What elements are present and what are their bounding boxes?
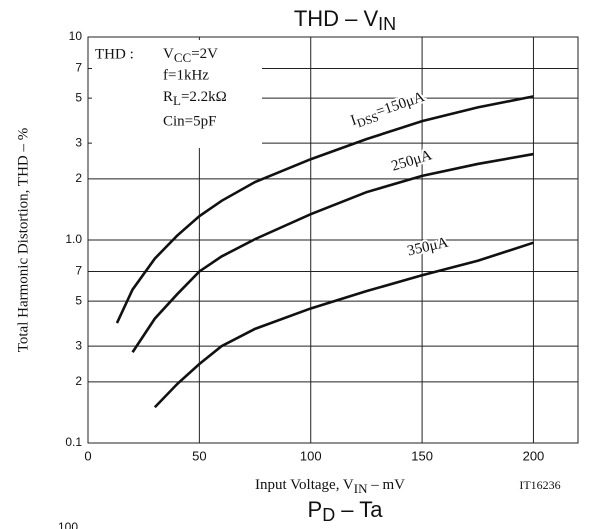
condition-sub: L — [173, 93, 181, 108]
condition: RL=2.2kΩ — [163, 89, 227, 108]
x-tick-label: 100 — [300, 448, 322, 463]
y-tick-label: 0.1 — [65, 435, 82, 449]
curve — [115, 95, 534, 324]
curve — [131, 152, 534, 353]
y-tick-label: 5 — [75, 293, 82, 307]
x-label-sub: IN — [354, 481, 368, 496]
curve — [153, 241, 534, 409]
condition: VCC=2V — [163, 46, 218, 65]
y-tick-label: 1.0 — [65, 232, 82, 246]
y-tick-label: 3 — [75, 338, 82, 352]
curve-label-name: 350μA — [406, 235, 450, 260]
curve-label: 250μA — [390, 148, 434, 175]
x-tick-label: 200 — [523, 448, 545, 463]
y-tick-label: 5 — [75, 90, 82, 104]
title-sub: D — [322, 505, 335, 525]
y-tick-label: 10 — [69, 29, 83, 43]
x-label-part: – mV — [367, 477, 405, 493]
title-tail: – Ta — [335, 497, 383, 522]
figure-code: IT16236 — [519, 478, 560, 492]
x-tick-label: 150 — [411, 448, 433, 463]
x-tick-label: 0 — [84, 448, 91, 463]
condition-sub: CC — [174, 50, 191, 65]
x-axis-label: Input Voltage, VIN – mV — [255, 477, 405, 496]
chart-title: THD – VIN — [294, 6, 396, 34]
condition-part: R — [163, 89, 173, 105]
y-tick-label: 7 — [75, 264, 82, 278]
condition: f=1kHz — [163, 67, 209, 83]
conditions-box — [92, 40, 262, 148]
curve-label: 350μA — [406, 235, 450, 260]
y-tick-label: 100 — [58, 520, 78, 529]
title-main: THD – V — [294, 6, 379, 31]
curve-label-name: 150μA — [382, 89, 426, 118]
title-sub: IN — [378, 14, 396, 34]
x-tick-label: 50 — [192, 448, 206, 463]
condition-part: =2.2kΩ — [181, 89, 227, 105]
y-axis-label: Total Harmonic Distortion, THD – % — [15, 128, 31, 352]
y-tick-label: 2 — [75, 171, 82, 185]
condition-part: =2V — [191, 46, 218, 62]
x-label-part: Input Voltage, V — [255, 477, 354, 493]
curve-label-name: 250μA — [390, 148, 434, 175]
condition: THD : — [95, 46, 134, 62]
y-tick-label: 3 — [75, 135, 82, 149]
curve-label: IDSS=150μA — [349, 89, 428, 131]
plot-frame — [87, 36, 579, 444]
condition-part: V — [163, 46, 174, 62]
y-tick-label: 7 — [75, 61, 82, 75]
condition: Cin=5pF — [163, 113, 216, 129]
title-main: P — [308, 497, 323, 522]
y-tick-label: 2 — [75, 374, 82, 388]
chart-title: PD – Ta — [308, 497, 384, 525]
